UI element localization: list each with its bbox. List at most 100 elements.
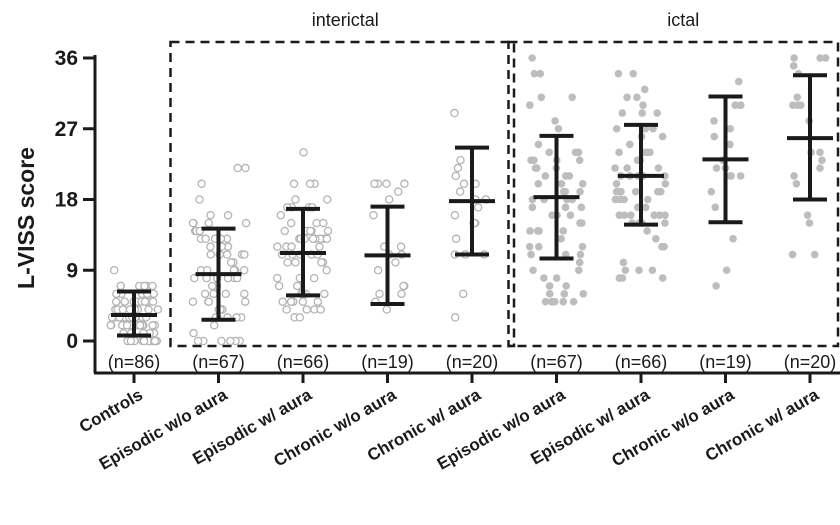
data-point [450, 210, 460, 220]
data-point [810, 250, 819, 259]
data-point [453, 163, 463, 173]
data-point [188, 218, 198, 228]
data-point [557, 179, 566, 188]
data-point [283, 258, 292, 267]
data-point [797, 101, 805, 109]
data-point [639, 101, 647, 109]
data-point [726, 140, 734, 149]
data-point [106, 321, 115, 330]
data-point [560, 290, 569, 298]
data-point [623, 164, 631, 172]
data-point [821, 54, 830, 62]
data-point [384, 195, 394, 204]
data-point [536, 69, 545, 78]
data-point [650, 211, 658, 220]
data-point [569, 297, 578, 306]
data-point [396, 242, 406, 251]
data-point [322, 234, 332, 244]
data-point [552, 274, 561, 282]
data-point [551, 117, 559, 125]
data-point [537, 93, 546, 102]
data-point [561, 250, 570, 259]
data-point [286, 297, 296, 306]
data-point [308, 234, 318, 244]
data-point [615, 148, 623, 157]
data-point [305, 179, 315, 189]
data-point [790, 172, 798, 180]
data-point [320, 289, 329, 299]
data-point [195, 195, 204, 204]
data-point [315, 242, 324, 251]
data-point [313, 297, 323, 306]
data-point [197, 179, 206, 189]
data-point [226, 336, 235, 346]
data-point [399, 281, 408, 291]
data-point [148, 321, 157, 330]
data-point [611, 195, 620, 204]
data-point [241, 218, 251, 228]
data-point [661, 179, 670, 188]
data-point [298, 297, 308, 306]
data-point [451, 234, 461, 244]
data-point [618, 109, 627, 117]
data-point [188, 297, 198, 306]
data-point [789, 101, 797, 109]
data-point [122, 321, 132, 330]
data-point [541, 297, 550, 306]
data-point [618, 274, 627, 282]
data-point [295, 313, 305, 322]
n-label: (n=20) [784, 352, 837, 372]
data-point [391, 258, 400, 267]
data-point [641, 124, 650, 133]
data-point [209, 289, 218, 299]
data-point [629, 69, 638, 78]
data-point [208, 281, 217, 291]
y-tick-label: 0 [66, 330, 78, 353]
data-point [529, 266, 537, 275]
data-point [559, 297, 568, 306]
data-point [204, 218, 213, 228]
data-point [370, 179, 379, 189]
data-point [226, 258, 236, 267]
n-label: (n=67) [530, 352, 583, 372]
data-point [240, 250, 249, 259]
data-point [525, 242, 534, 251]
data-point [561, 203, 570, 212]
data-point [201, 234, 210, 244]
data-point [323, 226, 333, 236]
data-point [299, 148, 308, 157]
data-point [278, 297, 287, 306]
data-point [652, 235, 660, 243]
n-label: (n=19) [361, 352, 414, 372]
data-point [144, 305, 153, 314]
y-ticks: 0 9 18 27 36 [55, 47, 95, 353]
data-point [206, 210, 215, 220]
n-label: (n=19) [699, 352, 752, 372]
data-point [526, 227, 534, 235]
data-point [626, 140, 634, 149]
data-point [241, 163, 250, 173]
data-point [273, 273, 282, 283]
n-label: (n=20) [446, 352, 499, 372]
group-box [507, 40, 840, 348]
data-point [217, 336, 226, 346]
data-point [292, 281, 302, 291]
data-point [317, 258, 326, 267]
data-point [559, 187, 568, 196]
data-point [373, 265, 383, 275]
data-point [473, 203, 483, 212]
data-point [148, 297, 158, 306]
data-point [660, 242, 668, 251]
data-point [451, 171, 461, 181]
group-title: interictal [312, 10, 379, 30]
y-tick-label: 18 [55, 189, 79, 212]
data-point [638, 109, 646, 117]
data-point [574, 148, 583, 157]
data-point [459, 179, 469, 189]
data-point [369, 210, 378, 220]
data-point [540, 274, 548, 282]
data-point [545, 148, 553, 157]
data-point [631, 187, 640, 196]
data-point [455, 187, 465, 196]
data-point [135, 321, 145, 330]
